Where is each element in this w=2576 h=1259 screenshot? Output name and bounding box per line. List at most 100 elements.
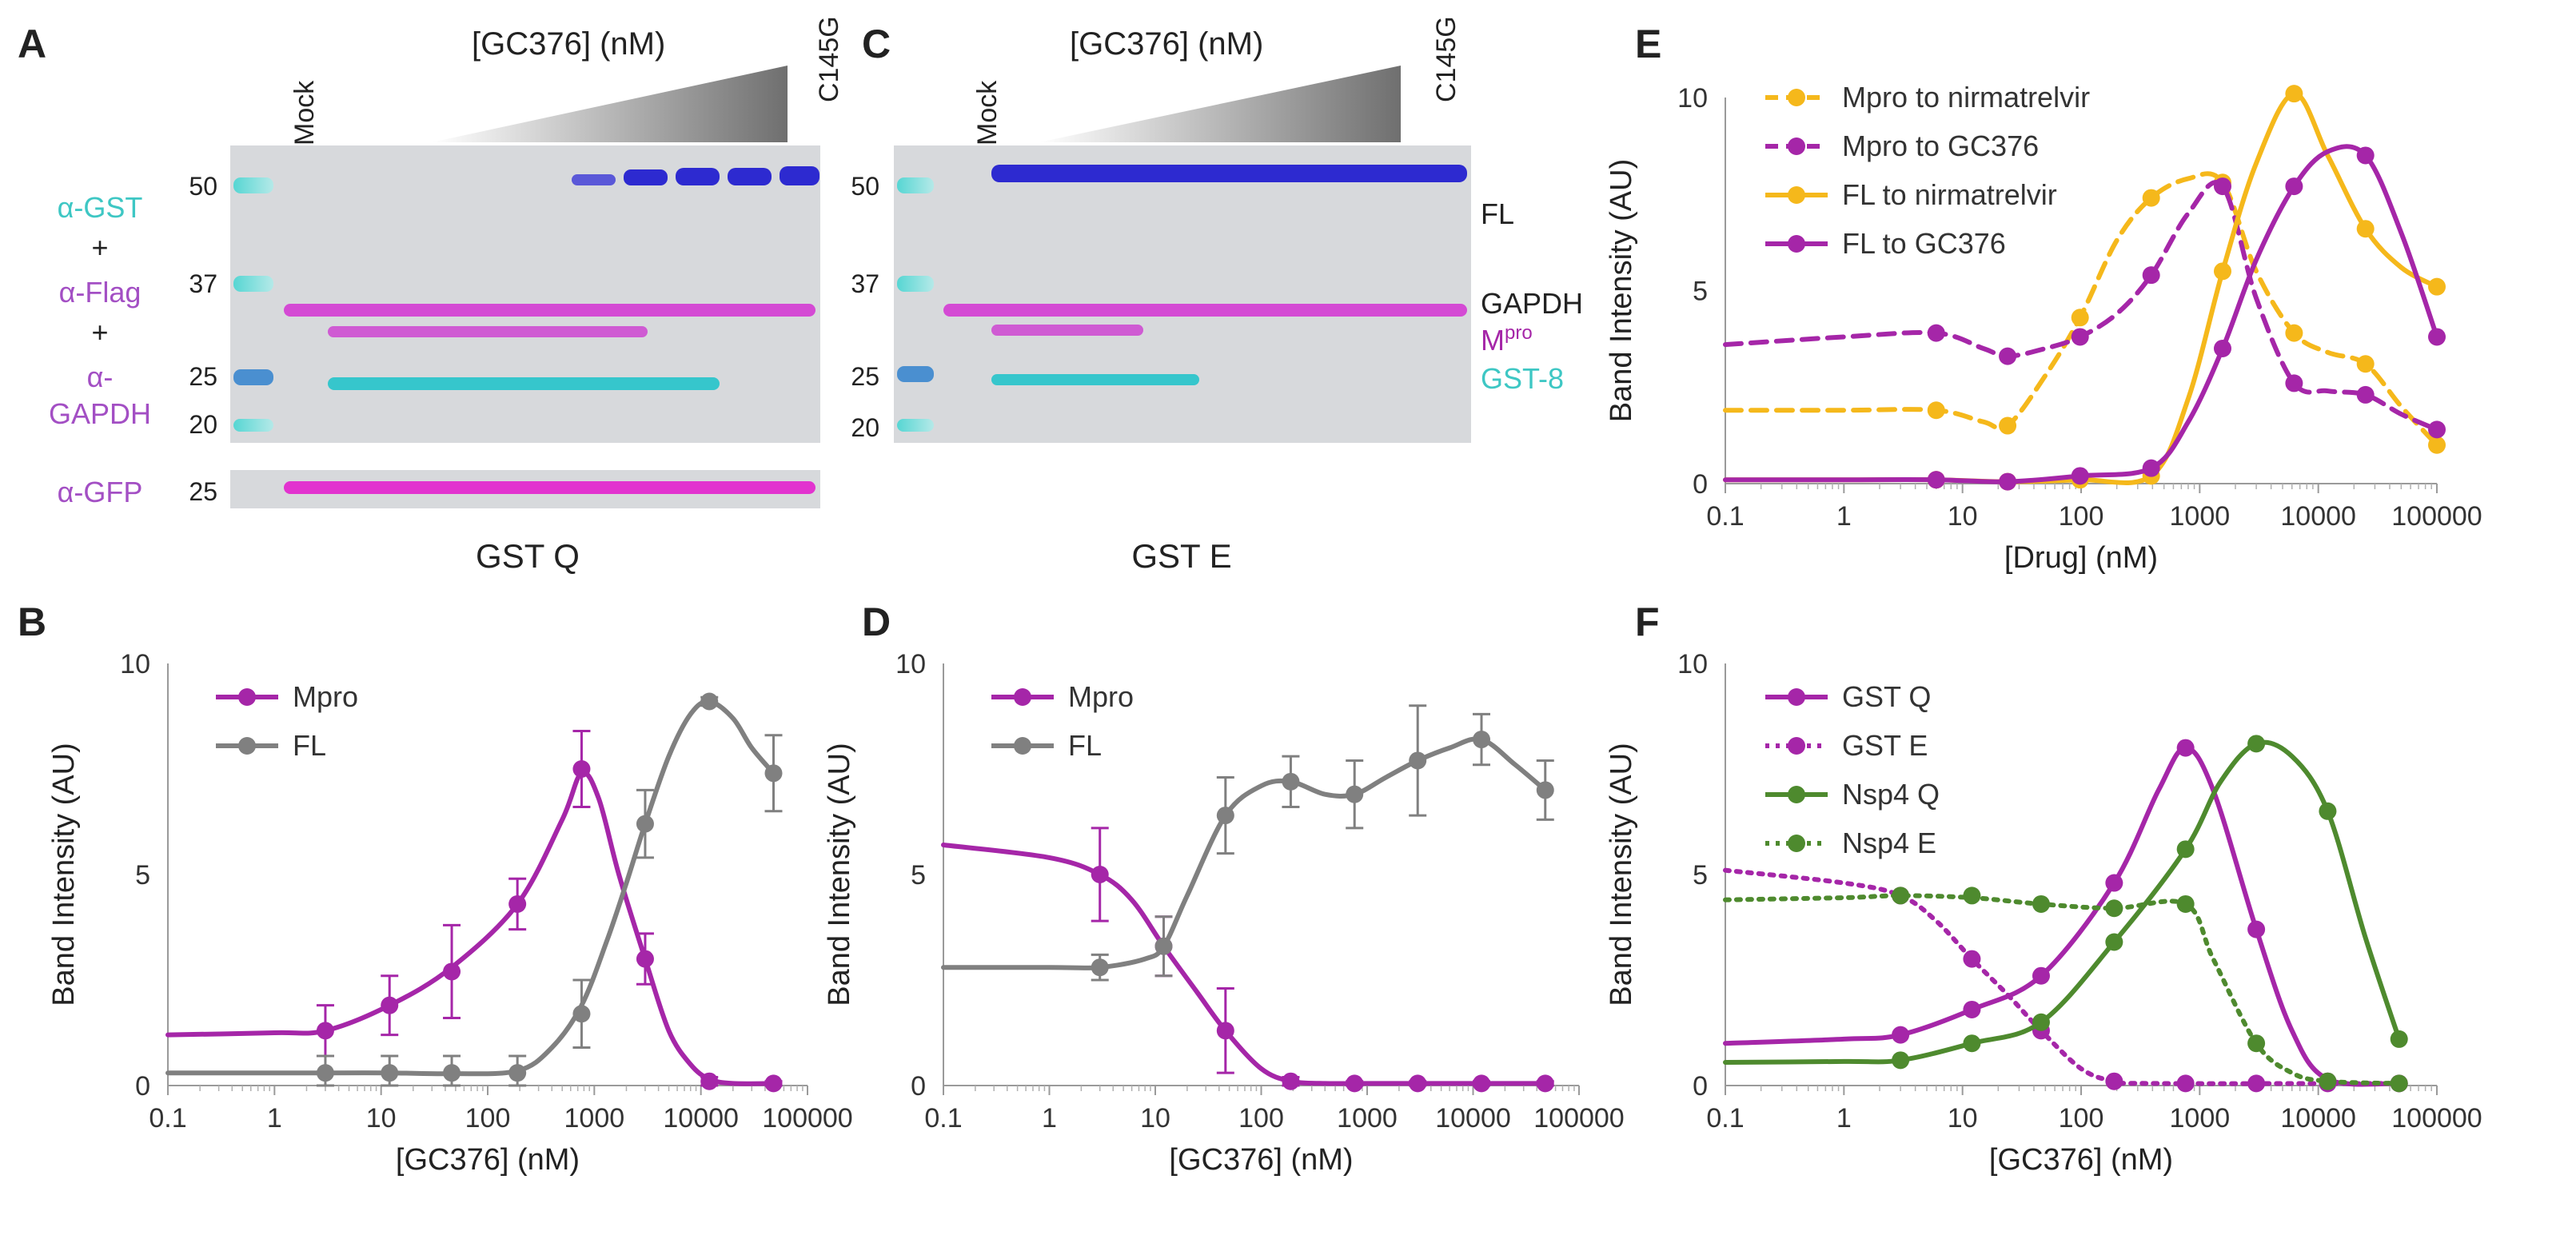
blot-a-ladder bbox=[233, 177, 273, 432]
chart-b-series-mpro-legend-label: Mpro bbox=[293, 680, 358, 713]
chart-f-series-nsp4-e-point bbox=[2319, 1072, 2337, 1090]
chart-b-series-mpro-point bbox=[700, 1072, 719, 1090]
chart-e-x-label: [Drug] (nM) bbox=[2004, 541, 2158, 575]
chart-d-x-label: [GC376] (nM) bbox=[1169, 1143, 1353, 1177]
antibody-plus-1: + bbox=[91, 231, 108, 264]
chart-e-series-fl-to-nirmatrelvir-legend-label: FL to nirmatrelvir bbox=[1842, 178, 2057, 211]
chart-e-series-fl-to-gc376-legend-marker bbox=[1788, 235, 1805, 253]
chart-d-x-tick-label: 1 bbox=[1042, 1103, 1057, 1133]
chart-e-series-fl-to-nirmatrelvir-point bbox=[2213, 262, 2231, 281]
chart-d-y-tick-label: 5 bbox=[911, 860, 926, 890]
chart-b-series-mpro-point bbox=[443, 962, 461, 981]
chart-f-x-tick-label: 10 bbox=[1948, 1103, 1978, 1133]
chart-b-series-fl-point bbox=[443, 1064, 461, 1082]
blot-c-band-label-gst8: GST-8 bbox=[1481, 362, 1564, 395]
chart-f-series-gst-q-point bbox=[2176, 739, 2195, 757]
chart-f-x-tick-label: 0.1 bbox=[1706, 1103, 1744, 1133]
chart-e-x-tick-label: 1 bbox=[1836, 501, 1852, 532]
chart-b-y-label: Band Intensity (AU) bbox=[47, 743, 81, 1006]
chart-f-series-gst-q-point bbox=[2105, 874, 2123, 892]
blot-c-band-label-fl: FL bbox=[1481, 197, 1514, 230]
chart-e-series-mpro-to-gc376-point bbox=[2356, 385, 2375, 404]
chart-e-series-fl-to-nirmatrelvir-point bbox=[2428, 277, 2446, 296]
chart-d: 0.1 1 10 100 1000 10000 100000 0 5 10 [GC376] (nM)… bbox=[823, 649, 1625, 1177]
blot-c-marker-37: 37 bbox=[851, 269, 879, 298]
chart-b-x-tick-label: 10 bbox=[366, 1103, 397, 1133]
chart-f-series-gst-q-legend-marker bbox=[1788, 688, 1805, 706]
chart-d-series-fl-point bbox=[1154, 937, 1173, 955]
blot-a-mutant-label: C145G bbox=[814, 16, 844, 102]
chart-d-series-mpro-point bbox=[1346, 1074, 1364, 1093]
chart-b-x-label: [GC376] (nM) bbox=[396, 1143, 580, 1177]
chart-b-x-tick-label: 1000 bbox=[564, 1103, 625, 1133]
chart-f-series-nsp4-e-point bbox=[1963, 886, 1981, 905]
chart-e-x-tick-label: 0.1 bbox=[1706, 501, 1744, 532]
chart-e-x-tick-label: 10 bbox=[1948, 501, 1978, 532]
chart-f-series-nsp4-e-legend-label: Nsp4 E bbox=[1842, 827, 1936, 859]
chart-b-series-mpro-line bbox=[165, 770, 776, 1086]
antibody-plus-2: + bbox=[91, 316, 108, 349]
chart-e-series-fl-to-gc376-point bbox=[2285, 177, 2303, 196]
chart-b-series-mpro-point bbox=[508, 894, 527, 913]
chart-e-series-fl-to-gc376-point bbox=[2213, 339, 2231, 357]
chart-d-series-mpro-point bbox=[1536, 1074, 1554, 1093]
chart-f-series-nsp4-e-point bbox=[2390, 1074, 2408, 1093]
chart-d-y-tick-label: 10 bbox=[895, 649, 926, 679]
chart-e-series-fl-to-gc376-point bbox=[2142, 459, 2160, 477]
chart-e-series-fl-to-nirmatrelvir-legend-marker bbox=[1788, 186, 1805, 204]
chart-f-x-tick-label: 1 bbox=[1836, 1103, 1852, 1133]
chart-f-series-gst-e-legend-label: GST E bbox=[1842, 729, 1928, 762]
chart-e-series-mpro-to-nirmatrelvir-line bbox=[1723, 171, 2439, 448]
blot-a-gfp-band bbox=[284, 481, 815, 494]
chart-d-y-label: Band Intensity (AU) bbox=[823, 743, 856, 1006]
chart-b-y-tick-label: 0 bbox=[135, 1071, 150, 1102]
blot-a-marker-20: 20 bbox=[189, 410, 217, 439]
chart-e-series-fl-to-gc376-point bbox=[2428, 328, 2446, 346]
chart-d-x-tick-label: 10 bbox=[1140, 1103, 1170, 1133]
chart-f-series-nsp4-q-legend-marker bbox=[1788, 786, 1805, 803]
blot-c-conc-wedge bbox=[1039, 66, 1401, 142]
chart-b-series-mpro-legend-marker bbox=[238, 688, 256, 706]
blot-a: Mock [GC376] (nM) C145G 50 37 25 bbox=[49, 16, 844, 575]
chart-d-series-fl-legend-marker bbox=[1014, 737, 1031, 755]
chart-b-x-tick-label: 100 bbox=[465, 1103, 511, 1133]
chart-e-series-mpro-to-nirmatrelvir-point bbox=[2142, 189, 2160, 207]
chart-b-series-fl-point bbox=[636, 815, 654, 833]
chart-d-x-tick-label: 100000 bbox=[1533, 1103, 1624, 1133]
chart-e-series-mpro-to-nirmatrelvir-point bbox=[1999, 416, 2017, 435]
chart-d-series-mpro-point bbox=[1091, 866, 1109, 883]
chart-d-series-fl-point bbox=[1091, 958, 1109, 977]
chart-e-y-label: Band Intensity (AU) bbox=[1605, 159, 1638, 422]
blot-a-marker-25: 25 bbox=[189, 362, 217, 391]
chart-e-series-mpro-to-nirmatrelvir-point bbox=[2356, 355, 2375, 373]
blot-a-marker-50: 50 bbox=[189, 172, 217, 201]
chart-f-x-tick-label: 100000 bbox=[2391, 1103, 2482, 1133]
chart-e-y-tick-label: 5 bbox=[1693, 277, 1708, 307]
chart-d-series-fl-point bbox=[1472, 731, 1490, 749]
chart-f-series-nsp4-e-point bbox=[2176, 894, 2195, 913]
chart-e-x-tick-label: 100 bbox=[2059, 501, 2104, 532]
blot-c-conc-label: [GC376] (nM) bbox=[1070, 26, 1263, 62]
chart-f-series-gst-q-point bbox=[1892, 1026, 1910, 1044]
panel-letter-b: B bbox=[18, 600, 46, 644]
chart-b-series-fl-point bbox=[381, 1064, 399, 1082]
chart-f-series-nsp4-q-point bbox=[2247, 735, 2266, 753]
chart-d-series-fl-point bbox=[1282, 772, 1300, 791]
chart-f-series-nsp4-q-point bbox=[1963, 1034, 1981, 1053]
chart-b-x-tick-label: 0.1 bbox=[149, 1103, 186, 1133]
chart-e-series-mpro-to-nirmatrelvir-legend-marker bbox=[1788, 89, 1805, 106]
chart-d-x-tick-label: 1000 bbox=[1337, 1103, 1398, 1133]
chart-f-y-tick-label: 0 bbox=[1693, 1071, 1708, 1102]
chart-f-series-nsp4-q-legend-label: Nsp4 Q bbox=[1842, 778, 1940, 811]
blot-c: Mock [GC376] (nM) C145G 50 37 25 20 FL G… bbox=[851, 16, 1583, 575]
blot-c-band-gapdh bbox=[943, 304, 1467, 317]
chart-f-x-tick-label: 10000 bbox=[2280, 1103, 2356, 1133]
chart-b-series-fl-legend-label: FL bbox=[293, 729, 326, 762]
antibody-flag-label: α-Flag bbox=[59, 276, 142, 309]
chart-e-series-fl-to-gc376-point bbox=[1927, 471, 1945, 489]
chart-e-series-mpro-to-gc376-point bbox=[1927, 324, 1945, 342]
chart-f-series-gst-q-point bbox=[1963, 1000, 1981, 1018]
chart-f-series-gst-q-line bbox=[1723, 745, 2402, 1087]
chart-d-series-fl-legend-label: FL bbox=[1068, 729, 1102, 762]
